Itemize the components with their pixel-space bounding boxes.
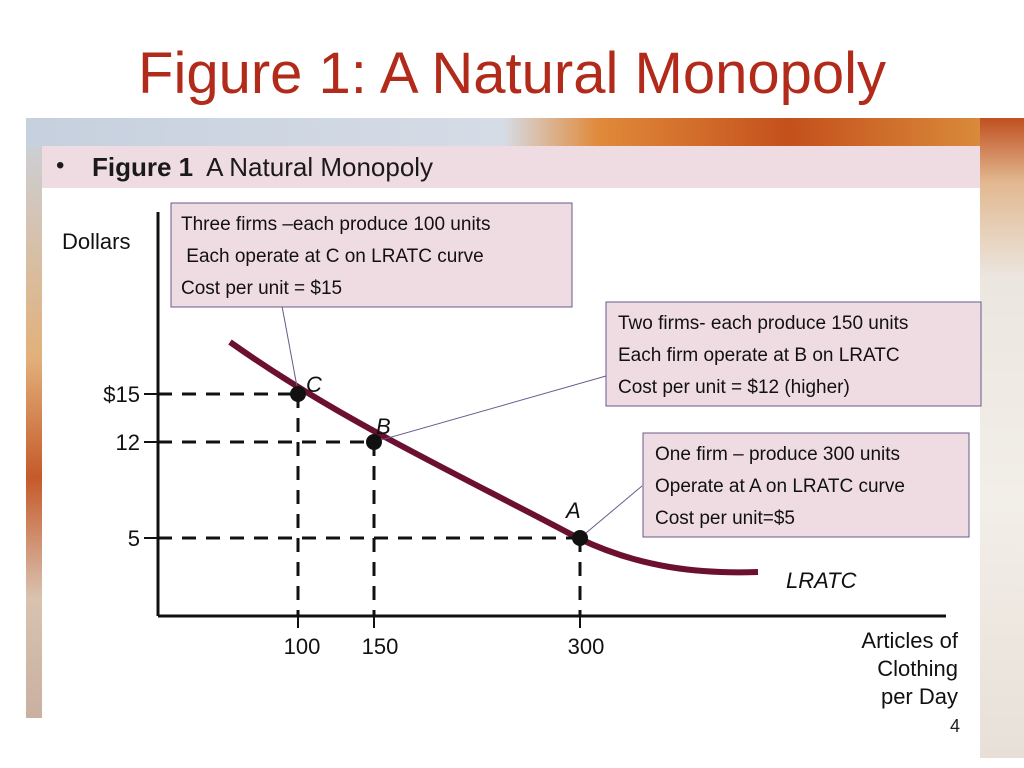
callout-b-line-2: Each firm operate at B on LRATC bbox=[618, 345, 900, 366]
banner-label: Figure 1 A Natural Monopoly bbox=[92, 152, 433, 183]
point-label-a: A bbox=[564, 498, 581, 523]
callout-c-line-1: Three firms –each produce 100 units bbox=[181, 214, 490, 235]
callout-c-line-2: Each operate at C on LRATC curve bbox=[181, 246, 484, 267]
x-tick-label-100: 100 bbox=[284, 634, 321, 659]
point-b bbox=[366, 434, 382, 450]
lratc-label: LRATC bbox=[786, 568, 857, 593]
point-a bbox=[572, 530, 588, 546]
callout-a-line-2: Operate at A on LRATC curve bbox=[655, 476, 905, 497]
top-decorative-stripe bbox=[26, 118, 980, 146]
y-tick-label-15: $15 bbox=[103, 382, 140, 407]
banner-text: A Natural Monopoly bbox=[193, 152, 434, 182]
x-axis-label-line-2: Clothing bbox=[877, 656, 958, 681]
callout-a-line-1: One firm – produce 300 units bbox=[655, 444, 900, 465]
slide-title: Figure 1: A Natural Monopoly bbox=[138, 41, 886, 106]
x-tick-label-300: 300 bbox=[568, 634, 605, 659]
left-decorative-stripe bbox=[26, 118, 42, 718]
x-tick-label-150: 150 bbox=[362, 634, 399, 659]
point-label-b: B bbox=[376, 414, 391, 439]
x-axis-label-line-1: Articles of bbox=[861, 628, 958, 653]
callout-c-box bbox=[170, 202, 573, 308]
point-c bbox=[290, 386, 306, 402]
banner-bullet: • bbox=[56, 152, 65, 179]
y-tick-label-12: 12 bbox=[116, 430, 140, 455]
callout-b-line-3: Cost per unit = $12 (higher) bbox=[618, 377, 850, 398]
callout-b-line-1: Two firms- each produce 150 units bbox=[618, 313, 908, 334]
callout-b-leader bbox=[373, 375, 607, 443]
callout-c-line-3: Cost per unit = $15 bbox=[181, 278, 342, 299]
figure-banner: • Figure 1 A Natural Monopoly bbox=[42, 146, 980, 188]
right-decorative-stripe bbox=[980, 118, 1024, 758]
page-number: 4 bbox=[950, 716, 961, 736]
x-axis-label-line-3: per Day bbox=[881, 684, 958, 709]
callout-a-box bbox=[642, 432, 970, 538]
callout-c-leader bbox=[281, 305, 299, 393]
lratc-curve bbox=[228, 339, 759, 576]
y-tick-label-5: 5 bbox=[128, 526, 140, 551]
point-label-c: C bbox=[306, 372, 322, 397]
banner-bold-label: Figure 1 bbox=[92, 152, 194, 182]
callout-b-box bbox=[605, 301, 982, 407]
y-axis-label: Dollars bbox=[62, 229, 130, 254]
callout-a-leader bbox=[579, 485, 643, 539]
callout-a-line-3: Cost per unit=$5 bbox=[655, 508, 795, 529]
